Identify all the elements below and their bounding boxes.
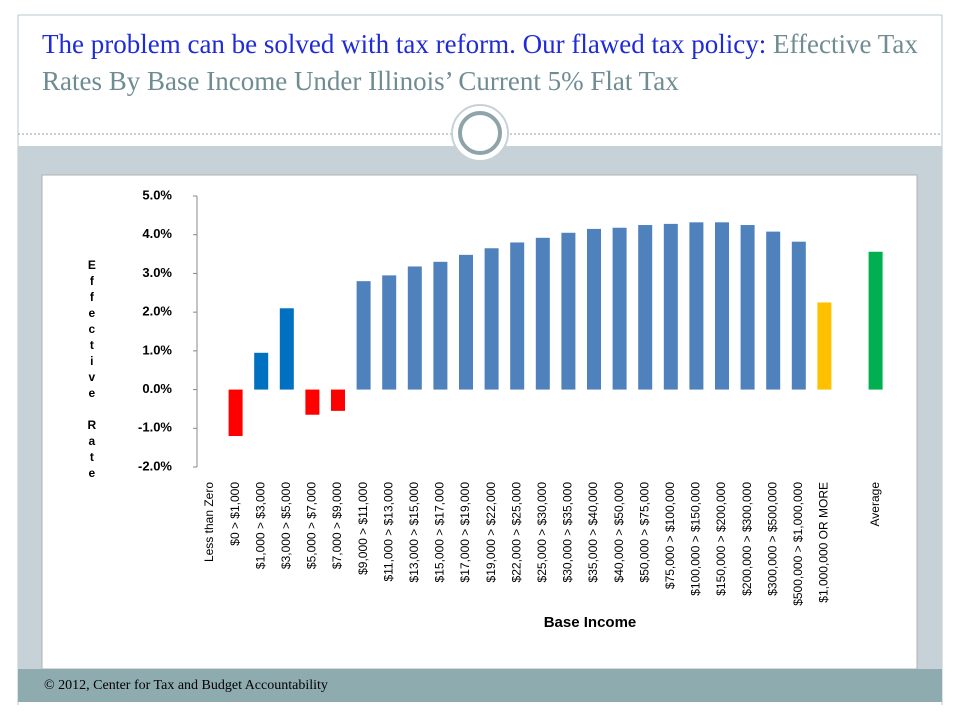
bar	[433, 261, 448, 390]
x-tick-label: $40,000 > $50,000	[612, 482, 626, 583]
x-tick-label: $25,000 > $30,000	[535, 482, 549, 583]
bar	[484, 248, 499, 390]
bar	[356, 281, 371, 390]
title-lead: The problem can be solved with tax refor…	[42, 29, 767, 59]
footer-band	[18, 669, 942, 702]
bar	[715, 222, 729, 390]
x-tick-label: $11,000 > $13,000	[381, 482, 395, 582]
x-tick-label: Less than Zero	[202, 482, 216, 562]
x-tick-label: $150,000 > $200,000	[714, 482, 728, 596]
x-tick-label: $17,000 > $19,000	[458, 482, 472, 583]
x-tick-label: $500,000 > $1,000,000	[791, 482, 805, 606]
x-tick-label: $3,000 > $5,000	[279, 482, 293, 569]
bar	[561, 232, 576, 390]
bar	[382, 275, 397, 390]
y-tick-label: 4.0%	[142, 226, 172, 241]
footer: © 2012, Center for Tax and Budget Accoun…	[44, 678, 328, 693]
x-tick-label: $0 > $1,000	[228, 482, 242, 546]
x-tick-label: $35,000 > $40,000	[586, 482, 600, 583]
bar	[459, 254, 473, 390]
x-tick-label: Average	[868, 482, 882, 527]
x-axis-title: Base Income	[544, 614, 637, 631]
y-tick-label: 3.0%	[142, 265, 172, 280]
x-tick-label: $1,000 > $3,000	[253, 482, 267, 569]
bar	[407, 266, 422, 390]
y-tick-label: 1.0%	[142, 342, 172, 357]
x-tick-label: $5,000 > $7,000	[305, 482, 319, 569]
y-tick-label: 2.0%	[142, 304, 172, 319]
y-tick-label: -2.0%	[138, 458, 172, 473]
ornament	[458, 111, 502, 155]
x-tick-label: $100,000 > $150,000	[689, 482, 703, 596]
bar	[305, 389, 320, 415]
bar	[254, 352, 269, 390]
x-tick-label: $9,000 > $11,000	[356, 482, 370, 575]
x-tick-label: $13,000 > $15,000	[407, 482, 421, 583]
x-tick-label: $19,000 > $22,000	[484, 482, 498, 583]
title-main: Effective Tax Rates By Base Income Under…	[42, 29, 918, 96]
bar	[228, 389, 243, 437]
x-tick-label: $7,000 > $9,000	[330, 482, 344, 569]
bar	[868, 251, 883, 390]
bar	[612, 227, 627, 390]
plot-area	[41, 174, 918, 670]
bar	[331, 389, 345, 411]
title: The problem can be solved with tax refor…	[42, 26, 922, 100]
bar	[663, 223, 678, 390]
x-tick-label: $200,000 > $300,000	[740, 482, 754, 596]
y-tick-label: -1.0%	[138, 420, 172, 435]
x-tick-label: $300,000 > $500,000	[765, 482, 779, 596]
bar	[817, 302, 832, 390]
x-tick-label: $15,000 > $17,000	[433, 482, 447, 583]
x-tick-label: $50,000 > $75,000	[637, 482, 651, 583]
y-axis-title: Effective Rate	[85, 258, 99, 482]
bar	[740, 225, 755, 390]
bar	[791, 241, 806, 390]
bar	[279, 308, 294, 390]
bar	[766, 231, 781, 390]
x-tick-label: $75,000 > $100,000	[663, 482, 677, 589]
y-tick-label: 0.0%	[142, 381, 172, 396]
bar	[535, 237, 550, 390]
bar	[689, 222, 704, 390]
x-tick-label: $1,000,000 OR MORE	[817, 482, 831, 603]
bar	[587, 228, 601, 390]
bar	[638, 225, 653, 390]
x-tick-label: $30,000 > $35,000	[561, 482, 575, 583]
x-tick-label: $22,000 > $25,000	[509, 482, 523, 583]
y-tick-label: 5.0%	[142, 187, 172, 202]
bar	[510, 242, 525, 390]
